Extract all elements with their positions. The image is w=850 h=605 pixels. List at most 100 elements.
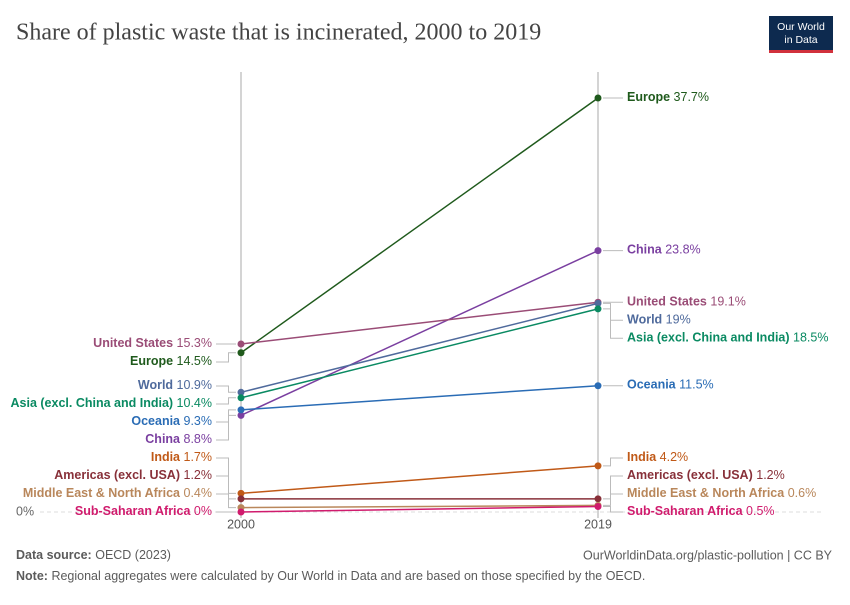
series-name: Americas (excl. USA) [54,468,180,482]
series-label: Americas (excl. USA) 1.2% [627,468,785,482]
leader-line [216,414,236,441]
series-name: Asia (excl. China and India) [11,396,174,410]
series-line [240,384,599,411]
series-line [240,301,599,345]
logo-box [769,16,833,52]
source-label: Data source: [16,548,92,562]
series-label: Sub-Saharan Africa 0.5% [627,504,775,518]
leader-line [216,397,236,405]
series-name: Middle East & North Africa [627,486,785,500]
series-label: Oceania 9.3% [131,414,212,428]
y-tick-label: 0% [16,504,34,518]
note-label: Note: [16,569,48,583]
chart-title: Share of plastic waste that is incinerat… [16,20,541,46]
value-label: 18.5% [793,331,828,345]
series-label: United States 19.1% [627,295,746,309]
series-name: Europe [627,90,670,104]
leader-line [216,475,236,500]
value-label: 0.5% [746,504,775,518]
point [237,349,245,357]
value-label: 8.8% [184,432,213,446]
point [237,388,245,396]
value-label: 9.3% [184,414,213,428]
point [237,340,245,348]
series-label: World 19% [627,313,691,327]
series-name: India [151,450,181,464]
series-label: Middle East & North Africa 0.4% [23,486,212,500]
value-label: 1.7% [184,450,213,464]
x-tick-label: 2000 [227,517,255,531]
leader-line [216,409,236,423]
series-name: China [145,432,181,446]
series-label: World 10.9% [138,378,212,392]
series-line [240,504,599,509]
point [594,503,602,511]
series-name: Sub-Saharan Africa [627,504,744,518]
series-name: World [138,378,173,392]
point [594,495,602,503]
value-label: 10.4% [177,396,212,410]
series-name: United States [627,295,707,309]
series-name: Middle East & North Africa [23,486,181,500]
logo-text: Our World [777,21,825,33]
value-label: 37.7% [674,90,709,104]
point [237,411,245,419]
point [237,508,245,516]
leader-line [603,302,623,321]
series-label: China 23.8% [627,243,701,257]
series-label: Asia (excl. China and India) 10.4% [11,396,212,410]
point [594,94,602,102]
series-name: World [627,313,662,327]
leader-line [603,506,623,513]
series-label: Asia (excl. China and India) 18.5% [627,331,828,345]
value-label: 1.2% [184,468,213,482]
value-label: 15.3% [177,336,212,350]
logo-text: in Data [784,34,817,46]
value-label: 0% [194,504,212,518]
value-label: 14.5% [177,354,212,368]
point [237,495,245,503]
value-label: 10.9% [177,378,212,392]
leader-line [216,385,236,393]
series-label: United States 15.3% [93,336,212,350]
series-label: China 8.8% [145,432,212,446]
series-label: Europe 37.7% [627,90,709,104]
value-label: 4.2% [660,450,689,464]
series-name: Oceania [627,378,677,392]
series-line [240,465,599,495]
point [594,247,602,255]
leader-line [216,352,236,363]
point [237,406,245,414]
leader-line [603,457,623,467]
series-name: Asia (excl. China and India) [627,331,790,345]
value-label: 1.2% [756,468,785,482]
series-line [240,302,599,394]
leader-line [603,308,623,339]
value-label: 0.4% [184,486,213,500]
source: Data source: OECD (2023) [16,548,171,562]
series-name: China [627,243,663,257]
series-name: United States [93,336,173,350]
series-label: India 4.2% [627,450,688,464]
series-line [240,308,599,399]
series-line [240,249,599,417]
series-name: India [627,450,657,464]
source-text: OECD (2023) [95,548,171,562]
series-label: Sub-Saharan Africa 0% [75,504,212,518]
note: Note: Regional aggregates were calculate… [16,569,645,583]
series-label: India 1.7% [151,450,212,464]
logo-underline [769,50,833,53]
series-label: Americas (excl. USA) 1.2% [54,468,212,482]
point [237,489,245,497]
leader-line [603,493,623,506]
value-label: 19.1% [710,295,745,309]
point [594,305,602,313]
url: OurWorldinData.org/plastic-pollution | C… [583,548,833,562]
series-label: Middle East & North Africa 0.6% [627,486,816,500]
value-label: 11.5% [679,378,714,392]
leader-line [603,475,623,500]
value-label: 19% [666,313,691,327]
series-name: Oceania [131,414,181,428]
point [594,382,602,390]
